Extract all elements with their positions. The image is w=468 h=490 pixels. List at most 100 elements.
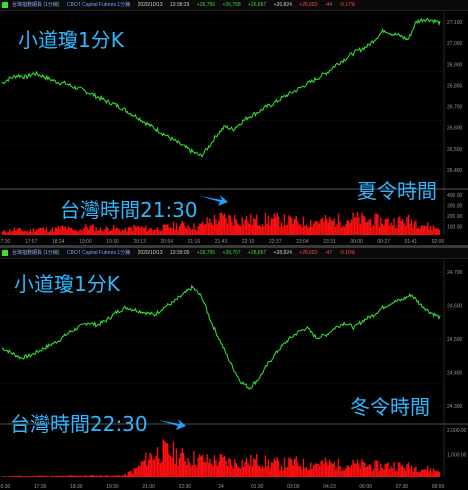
volume-bar xyxy=(289,216,291,235)
volume-bar xyxy=(218,220,220,235)
volume-bar xyxy=(197,457,199,477)
volume-bar xyxy=(121,229,124,235)
volume-bar xyxy=(242,224,245,235)
volume-bar xyxy=(94,231,96,235)
volume-bar xyxy=(374,213,376,235)
volume-bar xyxy=(330,462,332,477)
header-high: +26,758 xyxy=(222,2,241,8)
volume-bar xyxy=(6,232,8,235)
volume-bar xyxy=(130,471,132,477)
time-tick-label: 19:30 xyxy=(106,484,119,490)
volume-bar xyxy=(140,226,143,235)
volume-bar xyxy=(114,228,116,235)
volume-bar xyxy=(35,230,37,235)
volume-bar xyxy=(234,459,236,477)
volume-bar xyxy=(77,231,80,235)
volume-bar xyxy=(180,223,182,235)
session-start-label: 台灣時間22:30 xyxy=(10,412,148,436)
volume-bar xyxy=(288,457,290,477)
volume-bar xyxy=(393,462,395,477)
volume-bar xyxy=(29,475,32,477)
volume-bar xyxy=(168,454,170,477)
volume-bar xyxy=(127,471,129,477)
header-last: +28,650 xyxy=(299,250,318,256)
volume-bar xyxy=(136,468,138,477)
volume-bar xyxy=(61,475,64,477)
volume-bar xyxy=(368,464,370,477)
volume-bar xyxy=(400,221,402,235)
volume-bar xyxy=(353,463,356,477)
volume-bar xyxy=(66,229,68,235)
volume-bar xyxy=(384,219,386,235)
volume-bar xyxy=(121,475,124,477)
volume-bar xyxy=(159,231,162,235)
volume-bar xyxy=(45,475,48,477)
volume-bar xyxy=(437,228,439,235)
volume-bar xyxy=(56,475,58,477)
volume-bar xyxy=(186,228,188,235)
volume-bar xyxy=(54,475,56,477)
volume-bar xyxy=(326,461,328,477)
header-low: +28,824 xyxy=(273,250,292,256)
volume-bar xyxy=(153,459,156,477)
volume-bar xyxy=(345,468,347,477)
volume-bar xyxy=(223,455,226,477)
volume-bar xyxy=(181,220,183,235)
volume-bar xyxy=(164,224,166,235)
volume-bar xyxy=(301,227,303,235)
volume-bar xyxy=(38,475,40,477)
volume-bar xyxy=(115,475,118,477)
volume-bar xyxy=(70,227,72,235)
volume-bar xyxy=(35,476,37,477)
volume-bar xyxy=(70,475,72,477)
volume-bar xyxy=(296,462,299,477)
volume-bar xyxy=(133,467,135,477)
volume-bar xyxy=(167,224,169,235)
volume-bar xyxy=(7,231,10,235)
header-code: CBOT Capital Futures 1分鐘 xyxy=(66,2,131,8)
volume-bar xyxy=(342,226,344,235)
volume-bar xyxy=(137,226,140,235)
volume-bar xyxy=(330,219,332,235)
volume-bar xyxy=(350,219,353,235)
volume-bar xyxy=(218,462,220,477)
volume-bar xyxy=(289,458,291,477)
volume-bar xyxy=(305,467,308,477)
volume-bar xyxy=(209,218,211,235)
volume-bar xyxy=(28,476,30,477)
volume-bar xyxy=(277,216,280,235)
volume-bar xyxy=(7,476,10,477)
header-close: +26,867 xyxy=(248,2,267,8)
volume-bar xyxy=(193,451,195,477)
chart-canvas-summer: 27,100 27,000 26,900 26,800 26,700 26,600 26,5… xyxy=(0,12,468,245)
volume-bar xyxy=(416,472,418,477)
session-start-label: 台灣時間21:30 xyxy=(60,198,198,222)
volume-bar xyxy=(388,225,391,235)
volume-bar xyxy=(37,475,39,477)
volume-bar xyxy=(105,475,108,477)
volume-bar xyxy=(244,219,246,235)
volume-bar xyxy=(429,468,432,477)
volume-bar xyxy=(387,218,389,235)
volume-bar xyxy=(26,230,29,235)
volume-bar xyxy=(187,458,189,477)
volume-bar xyxy=(251,466,254,477)
volume-bar xyxy=(294,459,296,477)
volume-bar xyxy=(238,468,240,477)
volume-bar xyxy=(178,458,181,477)
volume-bar xyxy=(88,229,90,235)
time-tick-label: 04:23 xyxy=(323,484,336,490)
volume-bar xyxy=(40,227,42,235)
volume-bar xyxy=(416,228,418,235)
volume-bar xyxy=(131,230,134,235)
volume-bar xyxy=(431,472,433,477)
volume-bar xyxy=(329,217,331,235)
volume-bar xyxy=(123,475,125,477)
volume-bar xyxy=(304,468,306,477)
volume-bar xyxy=(124,227,126,235)
volume-bar xyxy=(107,475,109,477)
time-tick-label: 21:43 xyxy=(215,239,228,245)
volume-bar xyxy=(183,222,185,235)
volume-bar xyxy=(374,460,376,477)
volume-bar xyxy=(413,221,416,235)
